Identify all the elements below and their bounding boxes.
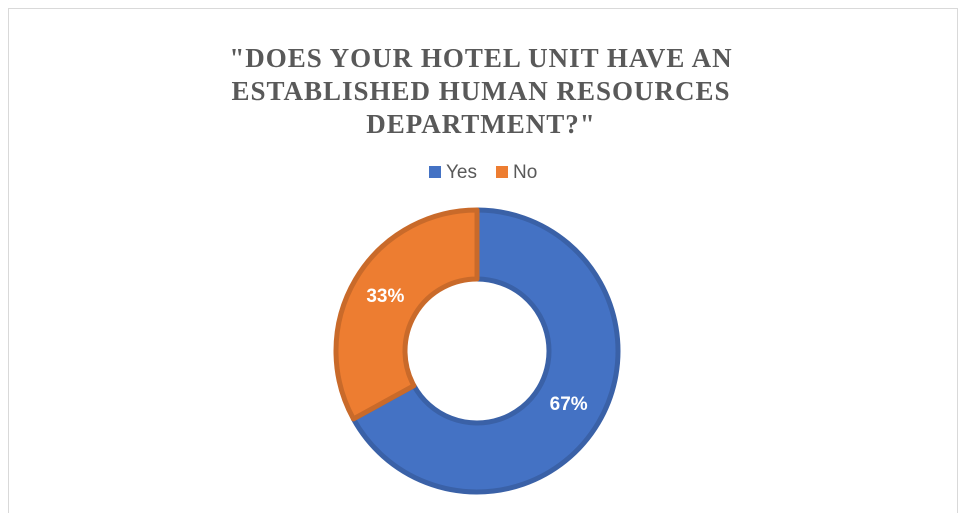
legend-swatch: [429, 166, 441, 178]
data-label: 33%: [366, 286, 404, 307]
donut-slice: [333, 207, 480, 422]
legend-label: No: [513, 162, 537, 183]
data-label: 67%: [550, 394, 588, 415]
donut-slice: [350, 207, 621, 495]
chart-title: "DOES YOUR HOTEL UNIT HAVE AN ESTABLISHE…: [229, 43, 733, 139]
chart-frame: [8, 8, 958, 513]
legend-label: Yes: [446, 162, 477, 183]
legend-swatch: [496, 166, 508, 178]
